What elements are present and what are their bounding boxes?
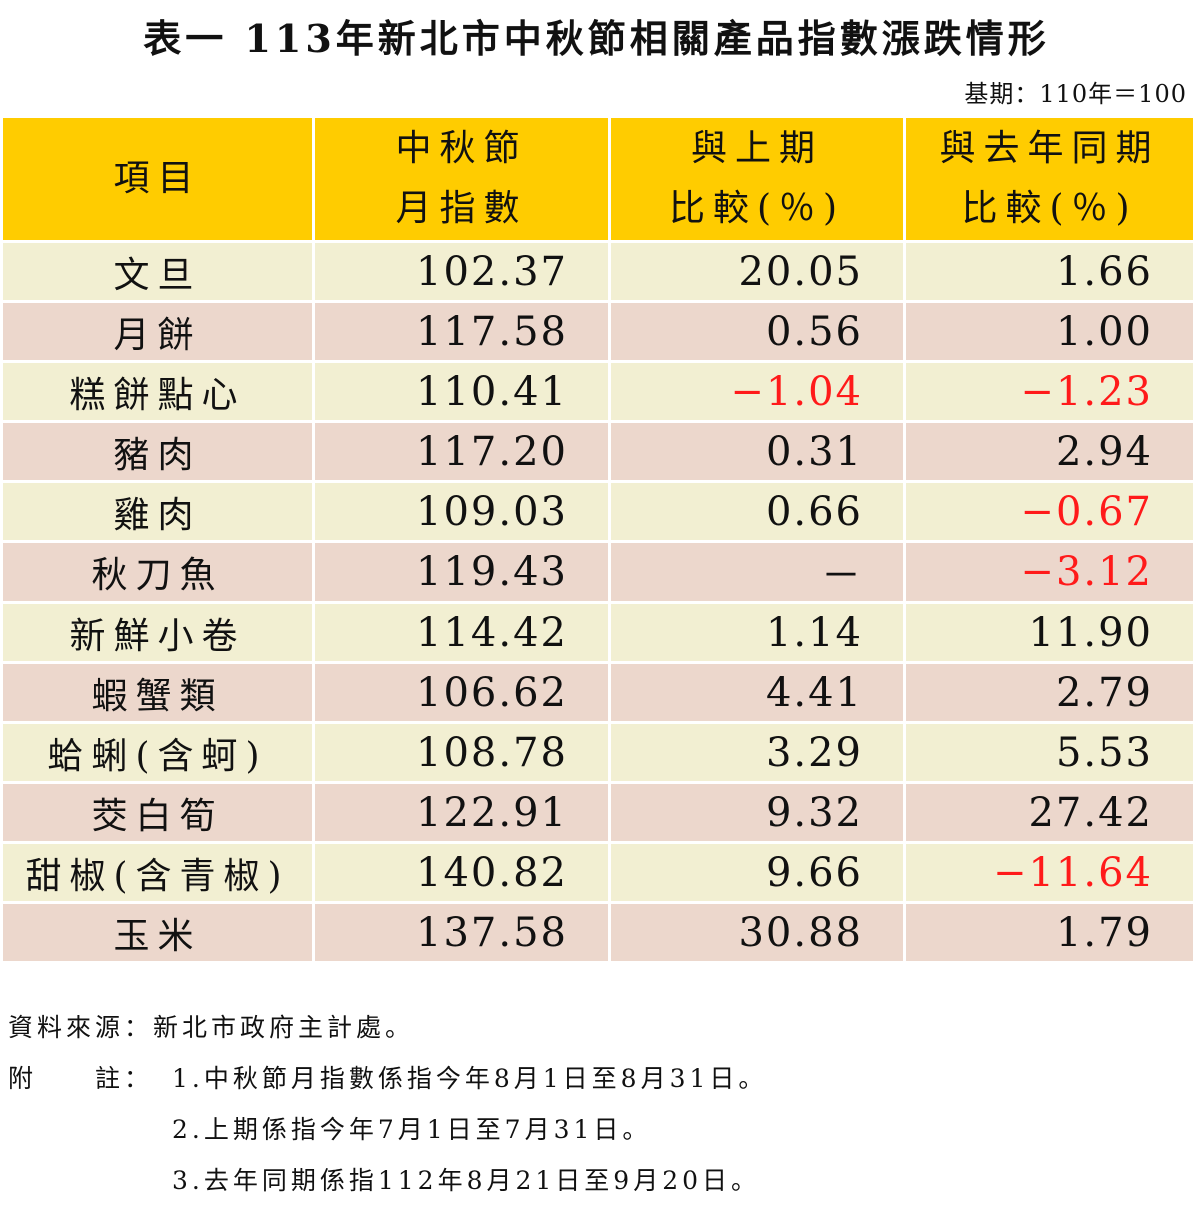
yoy-cell: 1.79	[905, 903, 1193, 963]
yoy-cell: 2.79	[905, 663, 1193, 723]
index-cell: 108.78	[314, 723, 610, 783]
notes: 資料來源：新北市政府主計處。 附 註：1.中秋節月指數係指今年8月1日至8月31…	[8, 1002, 767, 1206]
item-cell: 秋刀魚	[2, 542, 314, 603]
item-cell: 茭白筍	[2, 783, 314, 843]
yoy-cell: 1.00	[905, 302, 1193, 362]
index-cell: 102.37	[314, 242, 610, 302]
header-row: 項目 中秋節月指數 與上期比較(％) 與去年同期比較(％)	[2, 117, 1193, 242]
item-cell: 雞肉	[2, 482, 314, 542]
mom-cell: 30.88	[610, 903, 905, 963]
mom-cell: 4.41	[610, 663, 905, 723]
item-cell: 月餅	[2, 302, 314, 362]
header-item: 項目	[2, 117, 314, 242]
item-cell: 玉米	[2, 903, 314, 963]
item-cell: 豬肉	[2, 422, 314, 482]
index-cell: 110.41	[314, 362, 610, 422]
index-cell: 119.43	[314, 542, 610, 603]
item-cell: 糕餅點心	[2, 362, 314, 422]
header-mom: 與上期比較(％)	[610, 117, 905, 242]
item-cell: 蝦蟹類	[2, 663, 314, 723]
base-period-label: 基期：110年＝100	[964, 74, 1187, 109]
mom-cell: 3.29	[610, 723, 905, 783]
page-title: 表一 113年新北市中秋節相關產品指數漲跌情形	[0, 8, 1193, 63]
index-cell: 140.82	[314, 843, 610, 903]
yoy-cell: −1.23	[905, 362, 1193, 422]
index-cell: 137.58	[314, 903, 610, 963]
mom-cell: 20.05	[610, 242, 905, 302]
item-cell: 甜椒(含青椒)	[2, 843, 314, 903]
index-cell: 117.58	[314, 302, 610, 362]
mom-cell: 9.66	[610, 843, 905, 903]
header-index: 中秋節月指數	[314, 117, 610, 242]
mom-cell: －	[610, 542, 905, 603]
mom-cell: 0.66	[610, 482, 905, 542]
footnote-1: 附 註：1.中秋節月指數係指今年8月1日至8月31日。	[8, 1053, 767, 1104]
index-cell: 106.62	[314, 663, 610, 723]
mom-cell: 1.14	[610, 603, 905, 663]
mom-cell: 9.32	[610, 783, 905, 843]
item-cell: 文旦	[2, 242, 314, 302]
yoy-cell: 11.90	[905, 603, 1193, 663]
index-cell: 109.03	[314, 482, 610, 542]
index-cell: 114.42	[314, 603, 610, 663]
yoy-cell: 2.94	[905, 422, 1193, 482]
yoy-cell: −3.12	[905, 542, 1193, 603]
yoy-cell: 5.53	[905, 723, 1193, 783]
yoy-cell: 27.42	[905, 783, 1193, 843]
mom-cell: 0.56	[610, 302, 905, 362]
yoy-cell: 1.66	[905, 242, 1193, 302]
index-cell: 117.20	[314, 422, 610, 482]
item-cell: 蛤蜊(含蚵)	[2, 723, 314, 783]
item-cell: 新鮮小卷	[2, 603, 314, 663]
source-note: 資料來源：新北市政府主計處。	[8, 1002, 767, 1053]
footnote-2: 2.上期係指今年7月1日至7月31日。	[8, 1104, 767, 1155]
header-yoy: 與去年同期比較(％)	[905, 117, 1193, 242]
yoy-cell: −11.64	[905, 843, 1193, 903]
footnote-label: 附 註：	[8, 1053, 172, 1104]
mom-cell: −1.04	[610, 362, 905, 422]
yoy-cell: −0.67	[905, 482, 1193, 542]
mom-cell: 0.31	[610, 422, 905, 482]
footnote-3: 3.去年同期係指112年8月21日至9月20日。	[8, 1155, 767, 1206]
index-cell: 122.91	[314, 783, 610, 843]
